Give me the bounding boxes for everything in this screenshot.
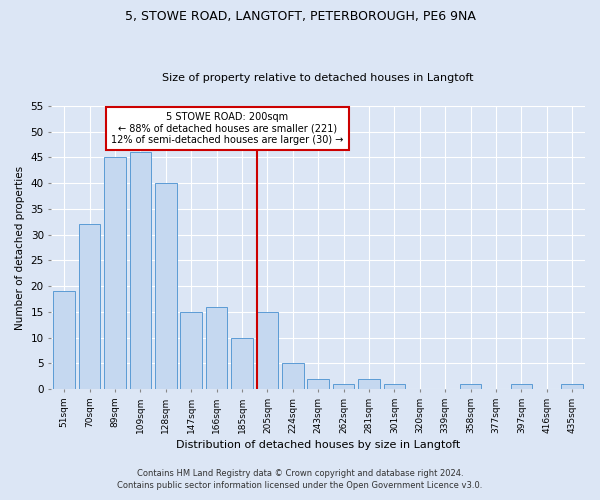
Bar — [130, 152, 151, 389]
Bar — [155, 183, 176, 389]
Bar — [231, 338, 253, 389]
Text: 5 STOWE ROAD: 200sqm
← 88% of detached houses are smaller (221)
12% of semi-deta: 5 STOWE ROAD: 200sqm ← 88% of detached h… — [112, 112, 344, 145]
Bar — [562, 384, 583, 389]
Bar — [358, 378, 380, 389]
Bar — [460, 384, 481, 389]
Y-axis label: Number of detached properties: Number of detached properties — [15, 166, 25, 330]
Text: 5, STOWE ROAD, LANGTOFT, PETERBOROUGH, PE6 9NA: 5, STOWE ROAD, LANGTOFT, PETERBOROUGH, P… — [125, 10, 475, 23]
Bar — [53, 292, 75, 389]
Bar — [206, 306, 227, 389]
Bar — [282, 364, 304, 389]
Bar — [307, 378, 329, 389]
Bar — [383, 384, 405, 389]
X-axis label: Distribution of detached houses by size in Langtoft: Distribution of detached houses by size … — [176, 440, 460, 450]
Bar — [511, 384, 532, 389]
Bar — [181, 312, 202, 389]
Bar — [104, 158, 126, 389]
Title: Size of property relative to detached houses in Langtoft: Size of property relative to detached ho… — [163, 73, 474, 83]
Bar — [257, 312, 278, 389]
Text: Contains HM Land Registry data © Crown copyright and database right 2024.
Contai: Contains HM Land Registry data © Crown c… — [118, 468, 482, 490]
Bar — [333, 384, 355, 389]
Bar — [79, 224, 100, 389]
